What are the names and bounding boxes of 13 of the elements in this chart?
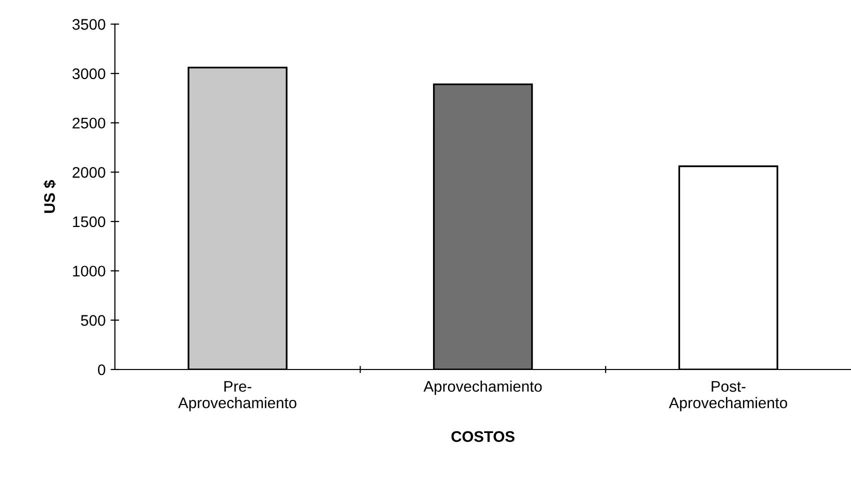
y-tick-label: 1500: [73, 216, 106, 228]
y-tick-label: 500: [80, 315, 106, 326]
y-axis-title: US $: [43, 180, 56, 213]
y-tick-label: 3000: [72, 68, 106, 80]
x-tick-label: Post- Aprovechamiento: [668, 381, 788, 412]
x-tick-label: Pre- Aprovechamiento: [178, 381, 296, 412]
x-tick-label: Aprovechamiento: [424, 380, 542, 395]
y-tick-label: 2000: [72, 167, 106, 178]
x-axis-title: COSTOS: [451, 431, 514, 442]
y-tick-label: 1000: [73, 266, 106, 277]
y-tick-label: 2500: [72, 118, 106, 129]
y-tick-label: 3500: [72, 19, 106, 30]
y-tick-label: 0: [98, 364, 106, 376]
